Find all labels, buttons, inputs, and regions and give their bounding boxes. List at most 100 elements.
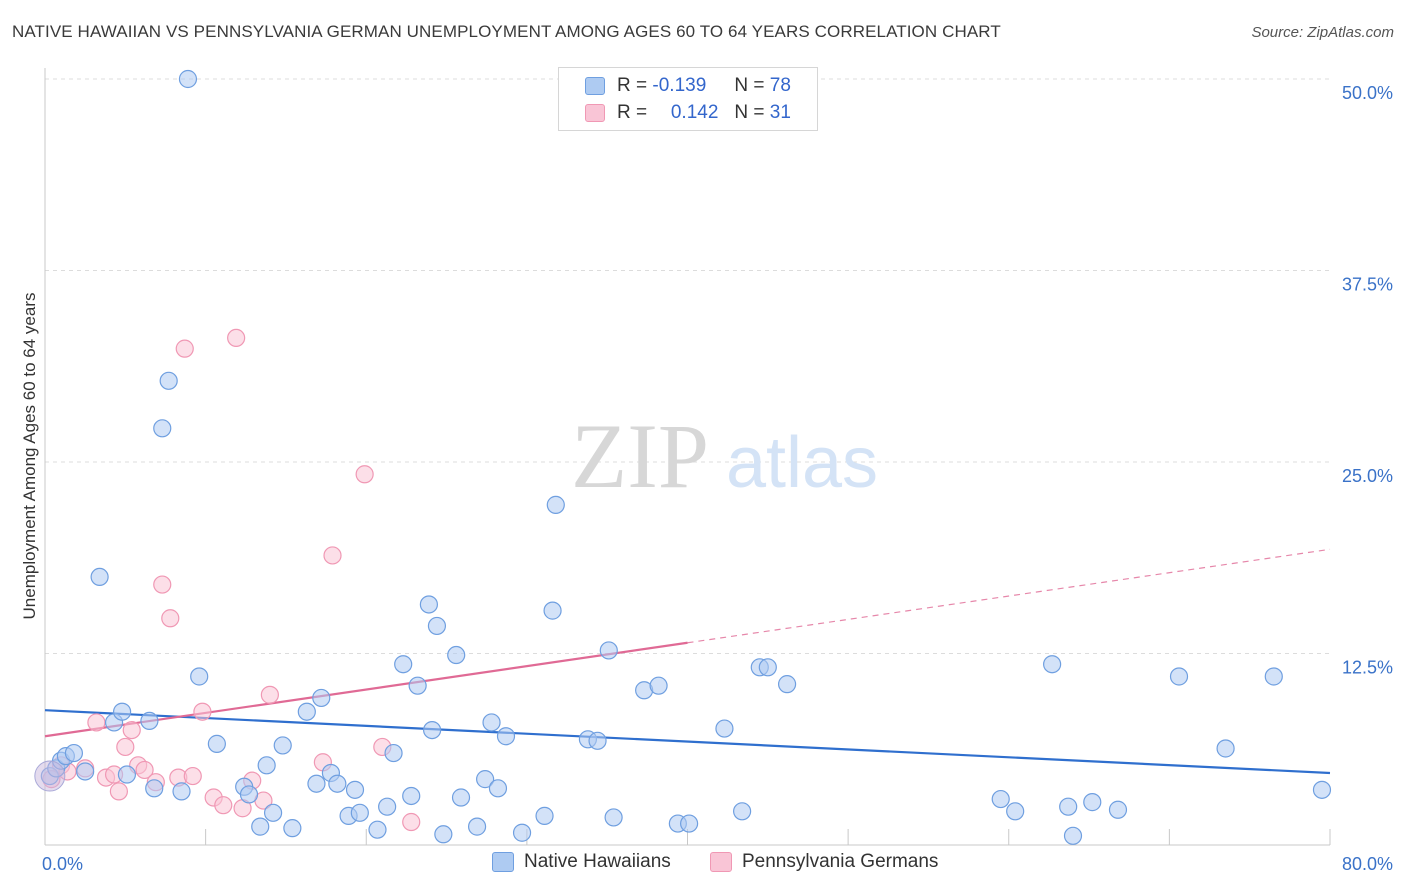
watermark-zip: ZIP xyxy=(571,405,709,507)
point-native-hawaiians xyxy=(153,419,172,438)
point-native-hawaiians xyxy=(273,736,292,755)
point-native-hawaiians xyxy=(991,789,1010,809)
point-pennsylvania-germans xyxy=(183,766,202,786)
y-tick-label: 37.5% xyxy=(1342,275,1393,295)
point-native-hawaiians xyxy=(476,770,495,789)
point-native-hawaiians xyxy=(434,825,453,844)
point-native-hawaiians xyxy=(1063,826,1083,845)
point-native-hawaiians xyxy=(680,814,699,833)
point-native-hawaiians xyxy=(1059,797,1078,816)
legend-n-value: 31 xyxy=(769,102,791,123)
trend-line-extension-1 xyxy=(687,548,1331,644)
point-cluster xyxy=(34,760,66,792)
point-native-hawaiians xyxy=(384,743,403,763)
y-tick-label: 50.0% xyxy=(1342,83,1393,103)
point-pennsylvania-germans xyxy=(227,328,246,348)
point-native-hawaiians xyxy=(159,371,178,390)
point-pennsylvania-germans xyxy=(109,782,128,801)
point-pennsylvania-germans xyxy=(402,812,421,832)
stats-legend: R = -0.139 N = 78 R = 0.142 N = 31 xyxy=(558,67,818,131)
watermark: ZIP atlas xyxy=(571,405,878,507)
y-axis-label: Unemployment Among Ages 60 to 64 years xyxy=(20,292,39,620)
x-tick-label: 0.0% xyxy=(42,854,83,874)
point-pennsylvania-germans xyxy=(116,737,135,757)
point-pennsylvania-germans xyxy=(260,685,279,704)
point-native-hawaiians xyxy=(758,658,777,677)
point-native-hawaiians xyxy=(350,803,369,822)
series-legend: Native Hawaiians Pennsylvania Germans xyxy=(0,851,1406,877)
point-native-hawaiians xyxy=(427,616,447,636)
point-native-hawaiians xyxy=(328,774,347,793)
series-swatch-pennsylvania-germans xyxy=(710,852,732,872)
point-pennsylvania-germans xyxy=(122,720,141,740)
series-legend-pennsylvania-germans[interactable]: Pennsylvania Germans xyxy=(710,851,938,873)
point-native-hawaiians xyxy=(345,780,365,799)
point-native-hawaiians xyxy=(408,676,427,695)
x-tick-label: 80.0% xyxy=(1342,854,1393,874)
point-native-hawaiians xyxy=(543,601,562,620)
point-native-hawaiians xyxy=(715,719,734,738)
point-native-hawaiians xyxy=(496,727,516,746)
point-native-hawaiians xyxy=(172,782,191,801)
series-swatch-native-hawaiians xyxy=(492,852,514,872)
point-native-hawaiians xyxy=(378,797,397,816)
point-pennsylvania-germans xyxy=(214,796,233,815)
point-native-hawaiians xyxy=(777,675,797,694)
point-native-hawaiians xyxy=(599,641,618,660)
legend-swatch-pennsylvania-germans xyxy=(585,104,605,122)
point-native-hawaiians xyxy=(76,762,95,781)
trend-line-0 xyxy=(44,709,1331,775)
y-tick-label: 12.5% xyxy=(1342,658,1393,678)
point-native-hawaiians xyxy=(1006,802,1025,821)
series-legend-label: Pennsylvania Germans xyxy=(742,851,939,872)
trend-lines xyxy=(44,548,1331,775)
point-native-hawaiians xyxy=(1043,655,1062,674)
point-native-hawaiians xyxy=(488,779,508,798)
legend-swatch-native-hawaiians xyxy=(585,77,605,95)
point-native-hawaiians xyxy=(482,713,501,732)
point-native-hawaiians xyxy=(312,688,331,708)
point-native-hawaiians xyxy=(1216,739,1235,758)
point-native-hawaiians xyxy=(733,802,752,821)
point-native-hawaiians xyxy=(1108,800,1128,819)
y-tick-label: 25.0% xyxy=(1342,466,1393,486)
series-legend-native-hawaiians[interactable]: Native Hawaiians xyxy=(492,851,671,873)
point-pennsylvania-germans xyxy=(355,465,374,484)
legend-row-native-hawaiians: R = -0.139 N = 78 xyxy=(585,74,791,98)
point-native-hawaiians xyxy=(251,817,270,836)
point-native-hawaiians xyxy=(145,779,164,798)
point-native-hawaiians xyxy=(307,774,326,793)
chart-title: NATIVE HAWAIIAN VS PENNSYLVANIA GERMAN U… xyxy=(12,22,1001,41)
point-pennsylvania-germans xyxy=(161,609,180,628)
point-pennsylvania-germans xyxy=(87,713,106,732)
point-native-hawaiians xyxy=(1312,780,1332,799)
legend-r-value: 0.142 xyxy=(670,102,719,123)
legend-n-value: 78 xyxy=(769,75,791,96)
point-native-hawaiians xyxy=(90,567,109,587)
point-native-hawaiians xyxy=(535,806,554,825)
point-native-hawaiians xyxy=(190,667,209,686)
point-native-hawaiians xyxy=(447,645,466,665)
legend-r-label: R = xyxy=(617,102,648,123)
point-native-hawaiians xyxy=(207,734,226,753)
point-pennsylvania-germans xyxy=(193,702,212,721)
point-native-hawaiians xyxy=(257,756,276,775)
point-native-hawaiians xyxy=(451,788,471,807)
gridlines xyxy=(45,78,1330,654)
point-native-hawaiians xyxy=(546,495,565,514)
legend-r-value: -0.139 xyxy=(652,75,707,96)
point-pennsylvania-germans xyxy=(323,546,342,565)
point-native-hawaiians xyxy=(1169,667,1189,686)
legend-row-pennsylvania-germans: R = 0.142 N = 31 xyxy=(585,101,791,125)
point-native-hawaiians xyxy=(64,743,84,763)
legend-n-label: N = xyxy=(734,75,765,96)
point-native-hawaiians xyxy=(402,786,421,806)
point-native-hawaiians xyxy=(283,819,302,838)
point-native-hawaiians xyxy=(588,731,607,750)
point-native-hawaiians xyxy=(263,803,283,822)
watermark-atlas: atlas xyxy=(726,423,878,503)
point-native-hawaiians xyxy=(649,676,668,695)
point-pennsylvania-germans xyxy=(135,760,154,780)
point-native-hawaiians xyxy=(239,785,259,804)
